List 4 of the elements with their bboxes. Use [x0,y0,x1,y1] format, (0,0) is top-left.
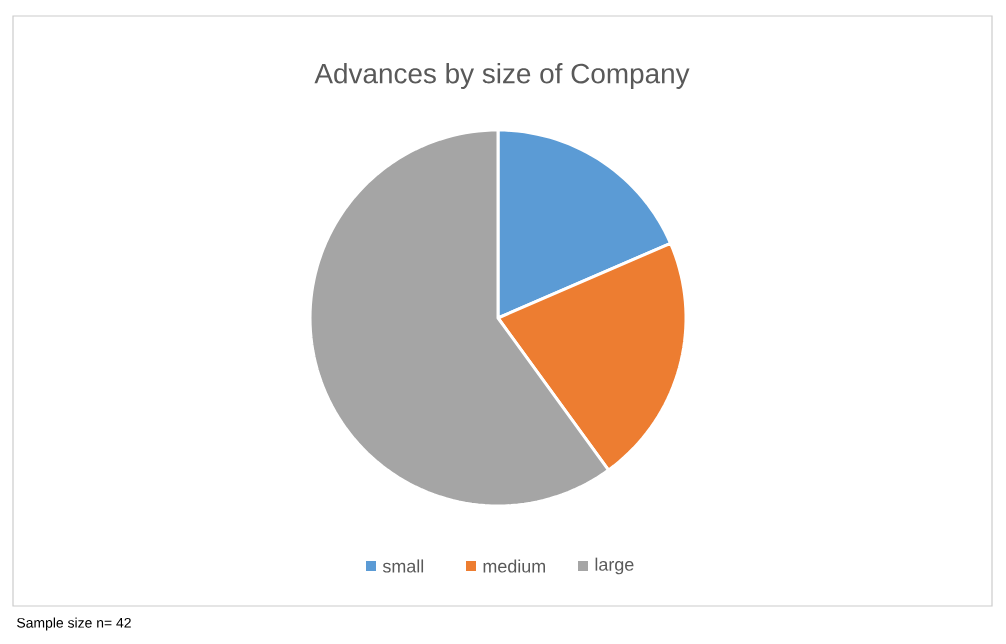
legend-label: medium [483,559,545,573]
chart-title: Advances by size of Company [314,62,690,89]
legend-label: small [382,559,424,573]
legend-label: large [595,557,634,575]
